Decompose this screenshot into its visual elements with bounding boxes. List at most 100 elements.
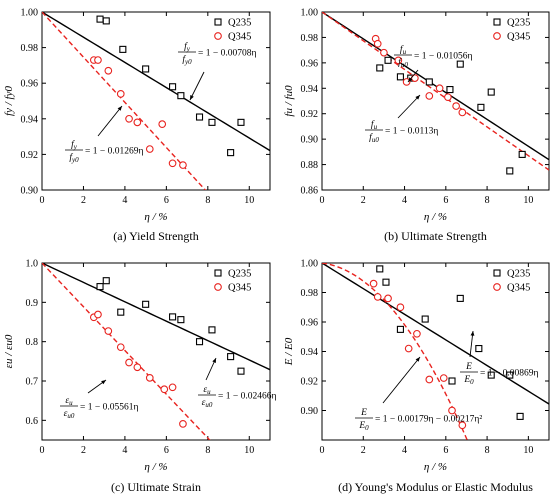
data-point-q235 bbox=[425, 78, 433, 86]
data-point-q345 bbox=[458, 421, 467, 430]
arrow-head bbox=[470, 331, 475, 336]
data-point-q345 bbox=[104, 66, 113, 75]
equation-numerator: E bbox=[360, 408, 367, 418]
fit-line-q235 bbox=[42, 263, 270, 371]
x-tick-label: 6 bbox=[443, 445, 448, 456]
data-point-q235 bbox=[119, 45, 127, 53]
arrow-head bbox=[415, 95, 420, 100]
data-point-q235 bbox=[456, 60, 464, 68]
x-tick-label: 4 bbox=[122, 445, 127, 456]
legend-label: Q345 bbox=[228, 32, 251, 43]
equation-arrow bbox=[397, 94, 421, 119]
data-point-q345 bbox=[168, 383, 177, 392]
data-point-q235 bbox=[227, 353, 235, 361]
y-tick-label: 1.00 bbox=[301, 8, 319, 19]
chart-caption: (b) Ultimate Strength bbox=[384, 229, 487, 243]
data-point-q235 bbox=[169, 313, 177, 321]
equation-numerator: εu bbox=[203, 385, 211, 396]
data-point-q345 bbox=[94, 310, 102, 319]
data-point-q345 bbox=[145, 145, 154, 153]
equation-arrow bbox=[189, 71, 205, 101]
data-point-q235 bbox=[487, 371, 495, 379]
equation-arrow bbox=[97, 105, 123, 137]
x-tick-label: 0 bbox=[320, 445, 325, 456]
equation-denominator: fu0 bbox=[369, 132, 379, 144]
arrow-head bbox=[408, 77, 413, 82]
chart-panel-2: 0 2 4 6 8 10 0.86 0.88 0.90 0.92 0.94 0.96 0.98 1.00 η… bbox=[283, 8, 550, 243]
x-tick-label: 4 bbox=[402, 445, 407, 456]
plot-area bbox=[322, 263, 549, 440]
equation-denominator: fy0 bbox=[69, 152, 79, 164]
data-point-q235 bbox=[177, 316, 185, 324]
data-point-q345 bbox=[458, 108, 467, 117]
x-tick-label: 8 bbox=[485, 195, 490, 206]
data-point-q345 bbox=[402, 78, 411, 86]
arrow-head bbox=[117, 106, 122, 111]
data-point-q345 bbox=[179, 161, 187, 169]
y-axis-label: εu / εu0 bbox=[3, 334, 15, 368]
x-axis-label: η / % bbox=[424, 211, 447, 223]
data-point-q235 bbox=[516, 412, 524, 420]
data-point-q235 bbox=[117, 308, 125, 316]
y-tick-label: 0.98 bbox=[21, 43, 39, 54]
data-point-q345 bbox=[116, 343, 125, 352]
equation-denominator: fy0 bbox=[182, 54, 192, 66]
equation-numerator: εu bbox=[65, 396, 73, 407]
chart-panel-1: 0 2 4 6 8 10 0.90 0.92 0.94 0.96 0.98 1.00 η / % fy /… bbox=[3, 8, 271, 243]
x-tick-label: 2 bbox=[81, 195, 86, 206]
legend-label: Q235 bbox=[507, 269, 530, 280]
x-tick-label: 6 bbox=[164, 195, 169, 206]
data-point-q235 bbox=[456, 294, 464, 302]
x-tick-label: 10 bbox=[244, 195, 254, 206]
y-tick-label: 0.6 bbox=[26, 416, 39, 427]
equation-rhs: = 1 − 0.00708η bbox=[198, 49, 256, 59]
data-point-q235 bbox=[96, 15, 104, 23]
x-tick-label: 0 bbox=[40, 445, 45, 456]
data-point-q345 bbox=[373, 39, 382, 48]
data-point-q345 bbox=[384, 294, 392, 303]
data-point-q235 bbox=[142, 65, 150, 73]
x-tick-label: 4 bbox=[122, 195, 127, 206]
data-point-q235 bbox=[396, 73, 404, 81]
legend-marker bbox=[493, 32, 501, 40]
legend-label: Q235 bbox=[507, 18, 530, 29]
legend-label: Q235 bbox=[228, 269, 251, 280]
plot-frame bbox=[41, 262, 271, 441]
equation-rhs: = 1 − 0.01056η bbox=[414, 52, 472, 62]
data-point-q235 bbox=[518, 150, 526, 158]
data-point-q345 bbox=[411, 74, 419, 82]
legend-label: Q235 bbox=[228, 18, 251, 29]
arrow-head bbox=[212, 358, 216, 363]
equation-rhs: = 1 − 0.01269η bbox=[85, 147, 143, 157]
data-point-q345 bbox=[425, 92, 434, 100]
data-point-q345 bbox=[394, 56, 403, 65]
data-point-q345 bbox=[369, 279, 378, 288]
y-tick-label: 0.90 bbox=[301, 406, 319, 417]
x-tick-label: 4 bbox=[402, 195, 407, 206]
fit-equation: E E0 = 1 − 0.00179η − 0.00217η² bbox=[355, 356, 482, 432]
data-point-q235 bbox=[477, 103, 485, 111]
data-point-q345 bbox=[452, 102, 460, 110]
x-tick-label: 10 bbox=[523, 195, 533, 206]
data-point-q345 bbox=[168, 159, 177, 168]
data-point-q235 bbox=[448, 377, 456, 385]
data-point-q235 bbox=[487, 88, 495, 96]
fit-line-q235 bbox=[42, 12, 270, 152]
x-tick-label: 2 bbox=[361, 445, 366, 456]
data-point-q235 bbox=[142, 300, 150, 308]
x-tick-label: 2 bbox=[361, 195, 366, 206]
data-point-q235 bbox=[227, 149, 235, 157]
fit-line-q345 bbox=[42, 12, 207, 190]
fit-equation: E E0 = 1 − 0.00869η bbox=[460, 330, 538, 386]
fit-line-q345 bbox=[322, 12, 549, 171]
data-point-q345 bbox=[116, 90, 125, 98]
data-point-q235 bbox=[376, 64, 384, 72]
y-tick-label: 0.96 bbox=[301, 318, 319, 329]
data-point-q345 bbox=[448, 406, 456, 415]
data-point-q345 bbox=[444, 93, 452, 102]
y-tick-label: 0.8 bbox=[26, 337, 39, 348]
x-tick-label: 8 bbox=[485, 445, 490, 456]
legend-marker bbox=[493, 18, 501, 26]
